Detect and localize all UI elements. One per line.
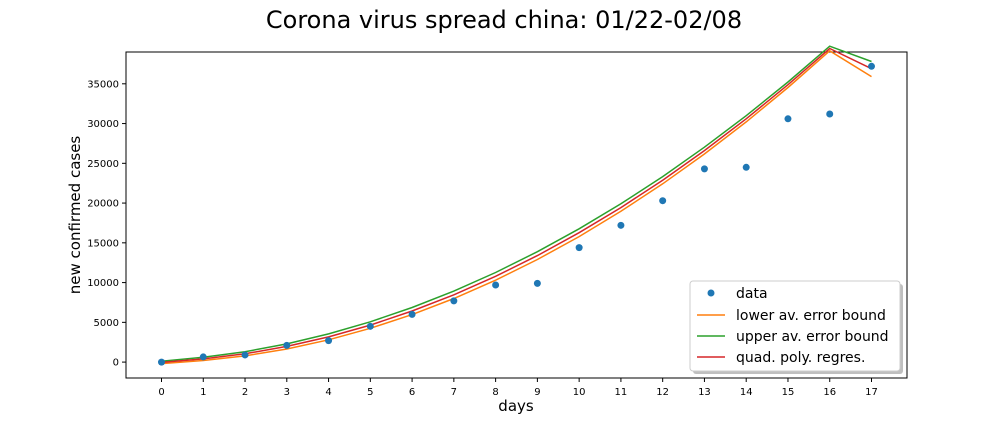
y-tick-label: 0 — [113, 358, 119, 369]
x-tick-label: 17 — [865, 387, 878, 398]
y-tick-label: 20000 — [87, 199, 119, 210]
legend-marker-data — [707, 289, 715, 297]
x-tick-label: 16 — [823, 387, 836, 398]
x-axis-label: days — [498, 397, 534, 415]
data-point — [408, 310, 416, 318]
data-point — [533, 279, 541, 287]
x-tick-label: 14 — [740, 387, 753, 398]
x-tick-label: 15 — [782, 387, 795, 398]
x-tick-label: 7 — [451, 387, 457, 398]
data-point — [617, 221, 625, 229]
x-tick-label: 13 — [698, 387, 711, 398]
x-tick-label: 1 — [200, 387, 206, 398]
y-axis: 0 5000 10000 15000 20000 25000 30000 35000 — [87, 79, 126, 369]
x-tick-label: 3 — [284, 387, 290, 398]
fit-line-1 — [161, 45, 872, 362]
data-point — [575, 244, 583, 252]
data-points — [158, 62, 875, 366]
data-point — [283, 341, 291, 349]
data-point — [868, 62, 875, 70]
legend: data lower av. error bound upper av. err… — [689, 280, 903, 374]
y-tick-label: 35000 — [87, 79, 119, 90]
data-point — [492, 281, 500, 289]
x-tick-label: 6 — [409, 387, 415, 398]
x-tick-label: 5 — [367, 387, 373, 398]
x-tick-label: 2 — [242, 387, 248, 398]
data-point — [366, 322, 374, 330]
legend-label-regression: quad. poly. regres. — [736, 350, 865, 366]
y-tick-label: 5000 — [94, 318, 119, 329]
x-axis: 0 1 2 3 4 5 6 7 8 9 10 11 12 13 14 15 16 17 — [158, 378, 878, 398]
fit-line-2 — [161, 47, 872, 364]
x-tick-label: 11 — [615, 387, 628, 398]
y-tick-label: 10000 — [87, 278, 119, 289]
y-axis-label: new confirmed cases — [66, 136, 84, 295]
data-point — [742, 163, 750, 171]
data-point — [199, 353, 207, 361]
chart-title: Corona virus spread china: 01/22-02/08 — [266, 6, 742, 34]
x-tick-label: 9 — [534, 387, 540, 398]
data-point — [826, 110, 834, 118]
x-tick-label: 8 — [492, 387, 498, 398]
data-point — [450, 297, 458, 305]
fit-lines — [161, 45, 872, 365]
legend-label-lower-bound: lower av. error bound — [736, 308, 886, 324]
data-point — [784, 115, 792, 123]
data-point — [241, 351, 249, 359]
x-tick-label: 4 — [325, 387, 331, 398]
x-tick-label: 12 — [656, 387, 669, 398]
x-tick-label: 10 — [573, 387, 586, 398]
data-point — [700, 165, 708, 173]
data-point — [325, 337, 333, 345]
data-point — [659, 197, 667, 205]
x-tick-label: 0 — [158, 387, 164, 398]
y-tick-label: 30000 — [87, 119, 119, 130]
plot-frame — [125, 51, 908, 379]
legend-label-data: data — [736, 286, 768, 302]
legend-label-upper-bound: upper av. error bound — [736, 329, 889, 345]
data-point — [158, 358, 165, 366]
y-tick-label: 25000 — [87, 159, 119, 170]
legend-box — [689, 280, 901, 372]
fit-line-0 — [161, 49, 872, 365]
y-tick-label: 15000 — [87, 238, 119, 249]
